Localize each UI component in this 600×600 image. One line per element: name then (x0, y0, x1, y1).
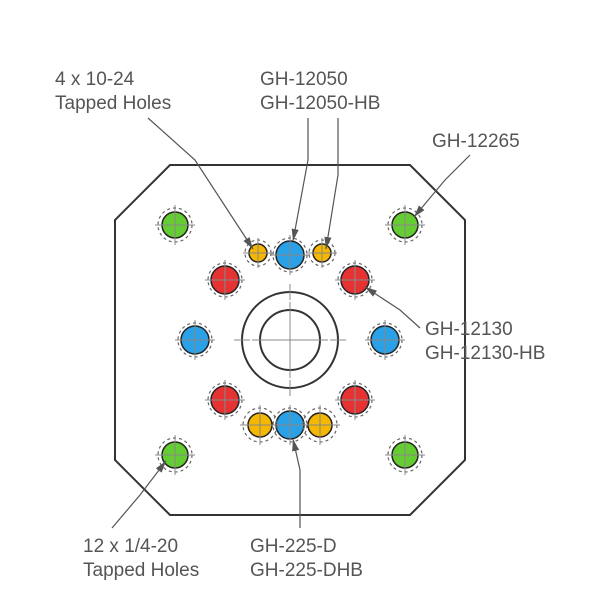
label-line: GH-12130-HB (425, 342, 545, 366)
label-tapped10: 4 x 10-24Tapped Holes (55, 68, 171, 116)
label-line: GH-12265 (432, 130, 520, 154)
label-line: GH-12050 (260, 68, 380, 92)
label-line: GH-225-D (250, 535, 363, 559)
label-gh12265: GH-12265 (432, 130, 520, 154)
label-line: GH-225-DHB (250, 559, 363, 583)
label-line: 4 x 10-24 (55, 68, 171, 92)
label-line: GH-12050-HB (260, 92, 380, 116)
label-line: GH-12130 (425, 318, 545, 342)
label-line: Tapped Holes (55, 92, 171, 116)
label-line: 12 x 1/4-20 (83, 535, 199, 559)
label-gh225: GH-225-DGH-225-DHB (250, 535, 363, 583)
label-tapped14: 12 x 1/4-20Tapped Holes (83, 535, 199, 583)
label-gh12050: GH-12050GH-12050-HB (260, 68, 380, 116)
label-line: Tapped Holes (83, 559, 199, 583)
label-gh12130: GH-12130GH-12130-HB (425, 318, 545, 366)
